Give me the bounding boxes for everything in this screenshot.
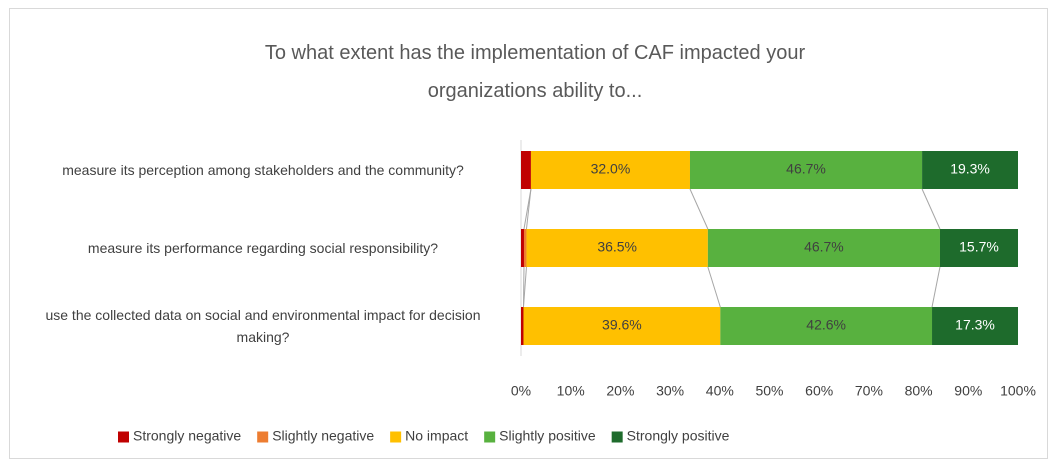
legend-swatch	[257, 431, 269, 443]
data-label: 46.7%	[804, 239, 844, 255]
legend-label: Slightly negative	[272, 428, 374, 444]
x-tick-label: 30%	[656, 383, 684, 399]
x-tick-label: 50%	[755, 383, 783, 399]
data-label: 39.6%	[602, 317, 642, 333]
bar-segment	[720, 307, 933, 345]
data-label: 42.6%	[806, 317, 846, 333]
category-label: measure its performance regarding social…	[87, 240, 439, 256]
bar-segment	[521, 229, 524, 267]
series-line	[921, 188, 941, 230]
legend-swatch	[484, 431, 496, 443]
bar-segment	[922, 151, 1018, 189]
category-label: measure its perception among stakeholder…	[62, 162, 464, 178]
x-tick-label: 80%	[905, 383, 933, 399]
x-tick-label: 70%	[855, 383, 883, 399]
bar-segment	[530, 151, 690, 189]
data-label: 46.7%	[786, 161, 826, 177]
bar-segment	[939, 229, 1018, 267]
legend-label: Strongly negative	[133, 428, 241, 444]
legend-label: Strongly positive	[627, 428, 730, 444]
data-label: 19.3%	[950, 161, 990, 177]
legend-swatch	[118, 431, 129, 443]
series-line	[707, 266, 721, 308]
bar-segment	[932, 307, 1018, 345]
data-label: 32.0%	[591, 161, 631, 177]
x-tick-label: 40%	[706, 383, 734, 399]
legend-swatch	[611, 431, 623, 443]
x-tick-label: 0%	[511, 383, 531, 399]
data-label: 15.7%	[959, 239, 999, 255]
x-tick-label: 90%	[954, 383, 982, 399]
bar-segment	[521, 307, 524, 345]
data-label: 17.3%	[955, 317, 995, 333]
bar-segment	[526, 229, 708, 267]
bar-segment	[523, 307, 721, 345]
series-line	[689, 188, 709, 230]
bar-segment	[521, 151, 531, 189]
bar-segment	[523, 229, 527, 267]
series-line	[931, 266, 941, 308]
data-label: 36.5%	[597, 239, 637, 255]
bar-segment	[707, 229, 940, 267]
category-label: use the collected data on social and env…	[45, 307, 481, 345]
legend-label: Slightly positive	[499, 428, 596, 444]
x-tick-label: 60%	[805, 383, 833, 399]
x-tick-label: 10%	[557, 383, 585, 399]
bar-segment	[689, 151, 923, 189]
legend-label: No impact	[405, 428, 468, 444]
x-tick-label: 100%	[1000, 383, 1036, 399]
chart-title: To what extent has the implementation of…	[264, 42, 806, 102]
chart-frame	[9, 8, 1048, 459]
legend-swatch	[390, 431, 402, 443]
series-line	[522, 266, 527, 308]
x-tick-label: 20%	[606, 383, 634, 399]
series-line	[525, 188, 532, 230]
